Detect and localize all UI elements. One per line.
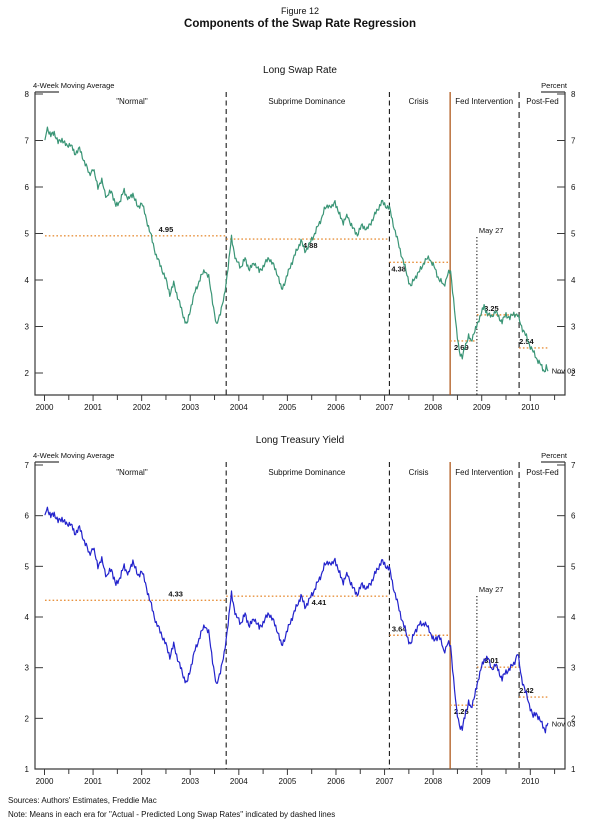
figure-title: Components of the Swap Rate Regression xyxy=(184,18,416,30)
y-tick-label-right: 7 xyxy=(571,137,576,146)
y-tick-label-right: 4 xyxy=(571,276,576,285)
era-mean-value: 4.38 xyxy=(391,264,406,273)
y-tick-label-left: 1 xyxy=(25,765,30,774)
y-tick-label-left: 3 xyxy=(25,664,30,673)
era-label: Fed Intervention xyxy=(455,97,513,106)
x-tick-label: 2003 xyxy=(181,403,199,412)
era-mean-value: 4.88 xyxy=(303,241,318,250)
y-tick-label-left: 6 xyxy=(25,512,30,521)
y-tick-label-right: 5 xyxy=(571,230,576,239)
era-label: Post-Fed xyxy=(526,468,558,477)
x-tick-label: 2006 xyxy=(327,777,345,786)
right-scale-label: Percent xyxy=(541,451,568,460)
x-tick-label: 2009 xyxy=(473,403,491,412)
y-tick-label-right: 6 xyxy=(571,183,576,192)
x-tick-label: 2003 xyxy=(181,777,199,786)
x-tick-label: 2001 xyxy=(84,777,102,786)
right-scale-label: Percent xyxy=(541,81,568,90)
era-label: "Normal" xyxy=(116,97,148,106)
y-tick-label-left: 5 xyxy=(25,562,30,571)
x-tick-label: 2009 xyxy=(473,777,491,786)
y-tick-label-right: 3 xyxy=(571,664,576,673)
x-tick-label: 2008 xyxy=(424,403,442,412)
y-tick-label-right: 1 xyxy=(571,765,576,774)
x-tick-label: 2005 xyxy=(279,777,297,786)
axis-frame xyxy=(34,91,566,396)
chart-title: Long Treasury Yield xyxy=(256,435,344,446)
y-tick-label-left: 2 xyxy=(25,714,30,723)
may-27-label: May 27 xyxy=(479,226,504,235)
era-mean-value: 2.54 xyxy=(519,337,534,346)
y-tick-label-right: 2 xyxy=(571,714,576,723)
left-scale-label: 4-Week Moving Average xyxy=(33,451,114,460)
x-tick-label: 2010 xyxy=(521,403,539,412)
x-tick-label: 2004 xyxy=(230,403,248,412)
y-tick-label-left: 7 xyxy=(25,461,30,470)
y-tick-label-right: 7 xyxy=(571,461,576,470)
era-mean-value: 2.69 xyxy=(454,343,469,352)
footer-note: Note: Means in each era for "Actual - Pr… xyxy=(8,810,335,819)
y-tick-label-right: 2 xyxy=(571,369,576,378)
y-tick-label-right: 3 xyxy=(571,323,576,332)
long-swap-rate-chart: Long Swap Rate 4-Week Moving Average Perce… xyxy=(25,65,576,412)
chart-title: Long Swap Rate xyxy=(263,65,337,76)
era-label: Subprime Dominance xyxy=(268,97,345,106)
x-tick-label: 2000 xyxy=(36,777,54,786)
era-label: Crisis xyxy=(409,97,429,106)
x-tick-label: 2007 xyxy=(376,403,394,412)
era-mean-value: 3.01 xyxy=(484,656,499,665)
y-tick-label-left: 3 xyxy=(25,323,30,332)
era-mean-value: 3.64 xyxy=(392,624,407,633)
era-mean-value: 2.26 xyxy=(454,707,469,716)
era-label: "Normal" xyxy=(116,468,148,477)
x-tick-label: 2008 xyxy=(424,777,442,786)
series-end-date-label: Nov 03 xyxy=(552,719,576,728)
figure-number: Figure 12 xyxy=(281,6,319,16)
y-tick-label-left: 8 xyxy=(25,90,30,99)
x-tick-label: 2007 xyxy=(376,777,394,786)
era-mean-value: 4.33 xyxy=(168,589,183,598)
axis-spines xyxy=(34,462,566,770)
may-27-label: May 27 xyxy=(479,585,504,594)
y-tick-label-left: 4 xyxy=(25,613,30,622)
y-tick-label-left: 2 xyxy=(25,369,30,378)
era-label: Crisis xyxy=(409,468,429,477)
era-mean-value: 4.95 xyxy=(159,225,174,234)
era-label: Subprime Dominance xyxy=(268,468,345,477)
x-tick-label: 2010 xyxy=(521,777,539,786)
swap-rate-series-line xyxy=(44,126,549,373)
era-mean-value: 3.25 xyxy=(484,304,499,313)
x-tick-label: 2005 xyxy=(279,403,297,412)
y-tick-label-right: 8 xyxy=(571,90,576,99)
era-label: Post-Fed xyxy=(526,97,558,106)
y-tick-label-right: 6 xyxy=(571,512,576,521)
era-mean-value: 2.42 xyxy=(519,686,534,695)
y-tick-label-right: 4 xyxy=(571,613,576,622)
y-tick-label-left: 6 xyxy=(25,183,30,192)
left-scale-label: 4-Week Moving Average xyxy=(33,81,114,90)
y-tick-label-left: 5 xyxy=(25,230,30,239)
x-tick-label: 2001 xyxy=(84,403,102,412)
treasury-yield-series-line xyxy=(44,506,549,734)
footer-sources: Sources: Authors' Estimates, Freddie Mac xyxy=(8,796,157,805)
y-tick-label-left: 7 xyxy=(25,137,30,146)
era-label: Fed Intervention xyxy=(455,468,513,477)
series-end-date-label: Nov 03 xyxy=(552,367,576,376)
x-tick-label: 2002 xyxy=(133,777,151,786)
y-tick-label-right: 5 xyxy=(571,562,576,571)
long-treasury-yield-chart: Long Treasury Yield 4-Week Moving Average… xyxy=(25,435,576,786)
axis-spines xyxy=(34,92,566,396)
y-tick-label-left: 4 xyxy=(25,276,30,285)
x-tick-label: 2006 xyxy=(327,403,345,412)
axis-frame xyxy=(34,461,566,770)
era-mean-value: 4.41 xyxy=(312,598,327,607)
x-tick-label: 2000 xyxy=(36,403,54,412)
x-tick-label: 2004 xyxy=(230,777,248,786)
x-tick-label: 2002 xyxy=(133,403,151,412)
